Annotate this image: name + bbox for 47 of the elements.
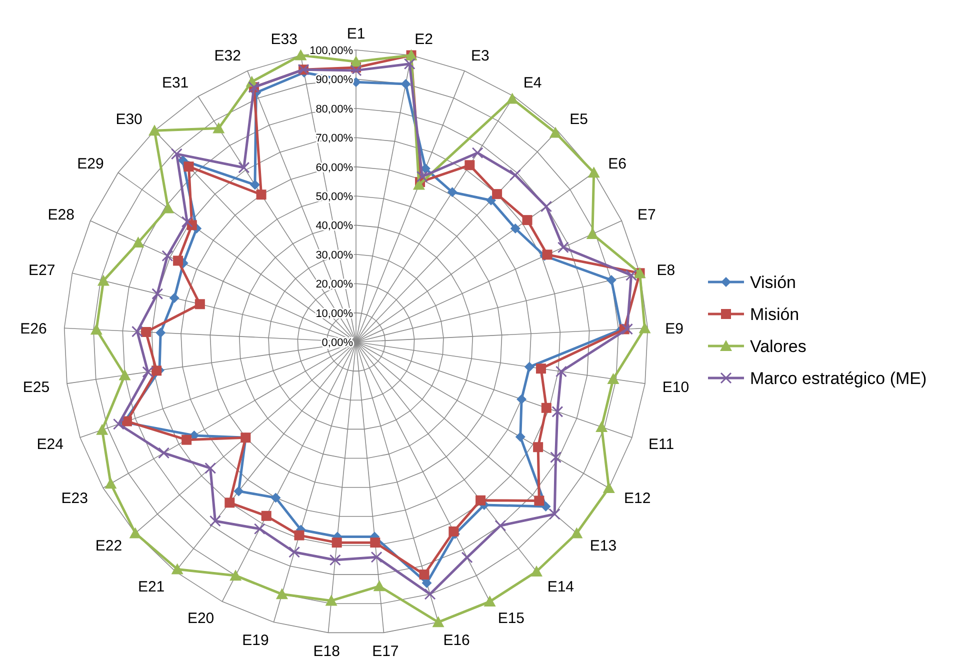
spoke-label: E19 [242, 632, 269, 649]
legend-label: Misión [750, 305, 800, 324]
y-tick-label: 10,00% [316, 308, 354, 320]
spoke-label: E28 [48, 206, 74, 224]
spoke-label: E8 [656, 262, 676, 280]
spoke-label: E32 [214, 48, 241, 65]
y-tick-label: 40,00% [316, 220, 354, 232]
spoke-label: E24 [36, 436, 64, 454]
spoke-label: E12 [624, 490, 651, 507]
spoke-label: E9 [665, 320, 684, 338]
spoke-label: E5 [570, 110, 588, 128]
spoke-label: E14 [547, 578, 574, 596]
spoke-label: E20 [187, 610, 214, 628]
spoke-label: E6 [608, 155, 626, 172]
spoke-label: E13 [590, 538, 617, 555]
spoke-label: E25 [22, 379, 50, 396]
spoke-label: E21 [138, 578, 165, 596]
spoke-label: E18 [313, 643, 340, 660]
spoke-label: E15 [498, 610, 525, 628]
spoke-label: E33 [270, 31, 298, 48]
spoke-label: E30 [116, 110, 142, 128]
spoke-label: E10 [662, 379, 690, 396]
spoke-label: E3 [471, 48, 490, 65]
spoke-label: E26 [20, 320, 47, 338]
y-tick-label: 100,00% [310, 45, 354, 57]
y-tick-label: 80,00% [316, 103, 354, 116]
legend-label: Marco estratégico (ME) [750, 369, 927, 388]
legend-label: Valores [750, 337, 806, 356]
spoke-label: E4 [523, 74, 542, 92]
y-tick-label: 50,00% [316, 191, 354, 203]
y-tick-label: 0,00% [322, 337, 354, 349]
spoke-label: E7 [638, 206, 656, 224]
spoke-label: E27 [28, 262, 56, 280]
spoke-label: E31 [162, 74, 189, 92]
y-tick-label: 60,00% [316, 162, 354, 174]
y-tick-label: 30,00% [316, 249, 354, 262]
y-tick-label: 20,00% [316, 278, 354, 291]
spoke-label: E16 [443, 632, 470, 649]
legend-label: Visión [750, 273, 796, 292]
spoke-label: E29 [77, 155, 104, 172]
y-tick-label: 70,00% [316, 132, 354, 145]
spoke-label: E2 [414, 31, 433, 48]
spoke-label: E1 [346, 25, 366, 42]
spoke-label: E11 [648, 436, 674, 454]
spoke-label: E23 [61, 490, 88, 507]
spoke-label: E17 [372, 643, 399, 660]
spoke-label: E22 [95, 538, 122, 555]
